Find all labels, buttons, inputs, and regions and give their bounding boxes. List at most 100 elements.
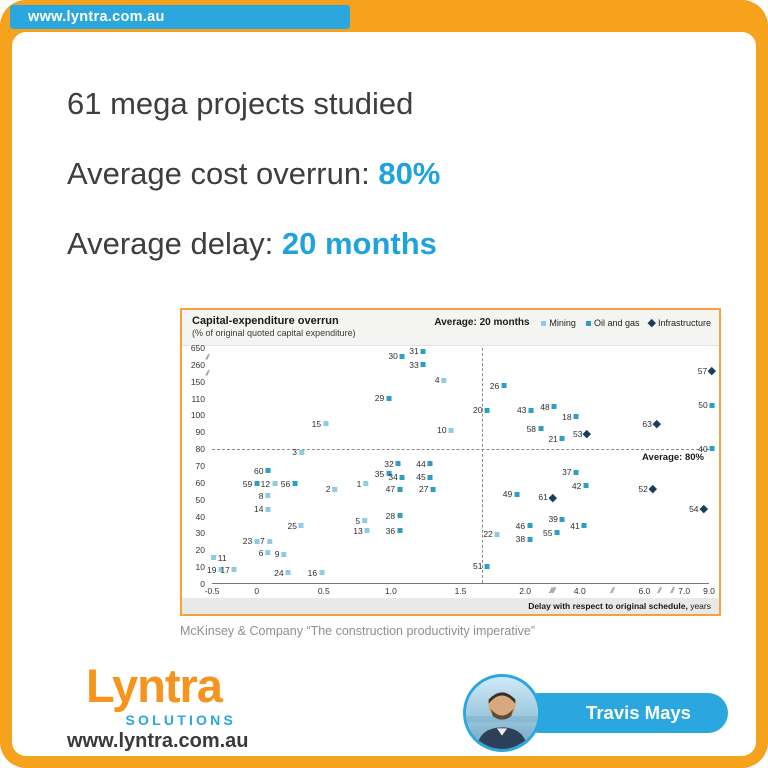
- data-point-30: 30: [388, 351, 405, 362]
- mining-marker-icon: [298, 523, 304, 529]
- y-axis-tick: 30: [195, 528, 205, 539]
- mining-marker-icon: [494, 531, 500, 537]
- oil-marker-icon: [420, 362, 426, 368]
- data-point-label: 31: [409, 346, 419, 357]
- data-point-61: 61: [538, 492, 557, 502]
- chart-header: Capital-expenditure overrun (% of origin…: [182, 310, 719, 346]
- mining-marker-icon: [231, 567, 237, 573]
- data-point-label: 43: [517, 405, 527, 416]
- data-point-label: 24: [274, 567, 284, 578]
- infra-marker-icon: [583, 429, 592, 438]
- mining-marker-icon: [332, 486, 338, 492]
- data-point-label: 23: [242, 536, 253, 547]
- mining-marker-icon: [281, 551, 287, 557]
- delay-value: 20 months: [281, 226, 437, 261]
- plot-area: Average: 80% 30 31 33 4 26 57 29 48 20 43 18 50 15 10…: [207, 346, 716, 584]
- chart-titles: Capital-expenditure overrun (% of origin…: [192, 315, 711, 338]
- oil-marker-icon: [528, 407, 534, 413]
- oil-marker-icon: [573, 469, 579, 475]
- x-axis-tick: 2.0: [519, 586, 532, 596]
- data-point-29: 29: [375, 393, 392, 403]
- data-point-44: 44: [416, 459, 433, 469]
- oil-marker-icon: [573, 414, 579, 420]
- legend-item-mining: Mining: [541, 318, 576, 328]
- data-point-43: 43: [517, 405, 534, 416]
- website-text[interactable]: www.lyntra.com.au: [67, 730, 249, 752]
- oil-marker-icon: [399, 474, 405, 480]
- data-point-49: 49: [503, 489, 520, 499]
- data-point-11: 11: [210, 552, 227, 563]
- data-point-label: 35: [374, 468, 385, 479]
- oil-marker-icon: [427, 474, 433, 480]
- data-point-2: 2: [326, 484, 338, 494]
- y-axis-break: //: [204, 352, 209, 361]
- data-point-63: 63: [642, 418, 661, 429]
- data-point-58: 58: [526, 423, 544, 434]
- oil-marker-icon: [709, 402, 715, 408]
- oil-marker-icon: [399, 353, 405, 359]
- scatter-chart: Capital-expenditure overrun (% of origin…: [180, 308, 721, 616]
- infra-marker-icon: [699, 505, 708, 514]
- data-point-label: 5: [355, 515, 361, 526]
- oil-marker-icon: [559, 436, 565, 442]
- y-axis-tick: 60: [195, 477, 205, 488]
- mining-marker-icon: [285, 570, 291, 576]
- x-axis: -0.5 0 0.5 1.0 1.5 2.0 4.0 6.0 7.0 9.0//////////: [205, 586, 715, 598]
- oil-marker-icon: [709, 446, 715, 452]
- x-axis-tick: 4.0: [573, 586, 586, 596]
- data-point-label: 47: [385, 484, 396, 494]
- data-point-label: 15: [311, 418, 322, 429]
- data-point-label: 7: [260, 536, 265, 547]
- cost-overrun-value: 80%: [378, 156, 441, 191]
- headline-line2: Average cost overrun: 80%: [67, 158, 440, 189]
- data-point-label: 37: [562, 467, 572, 478]
- data-point-label: 45: [416, 472, 426, 483]
- oil-marker-icon: [397, 513, 403, 519]
- legend-item-oil: Oil and gas: [585, 318, 639, 328]
- data-point-label: 10: [437, 425, 447, 436]
- data-point-label: 16: [307, 567, 318, 578]
- oil-marker-icon: [427, 461, 433, 467]
- average-delay-line: [482, 348, 484, 583]
- data-point-17: 17: [220, 565, 237, 575]
- avatar: [463, 674, 541, 752]
- data-point-label: 56: [280, 478, 291, 489]
- data-point-label: 33: [409, 359, 419, 370]
- data-point-label: 40: [698, 443, 708, 454]
- y-axis-tick: 80: [195, 444, 205, 455]
- data-point-47: 47: [385, 484, 403, 494]
- data-point-label: 20: [472, 405, 483, 416]
- data-point-46: 46: [516, 521, 533, 531]
- oil-marker-icon: [527, 523, 533, 529]
- data-point-label: 63: [642, 418, 652, 429]
- mining-marker-icon: [363, 481, 369, 487]
- y-axis-tick: 90: [195, 427, 205, 438]
- data-point-label: 55: [542, 527, 553, 538]
- oil-marker-icon: [397, 486, 403, 492]
- data-point-label: 30: [388, 351, 398, 362]
- data-point-label: 48: [540, 401, 550, 412]
- profile-name-button[interactable]: Travis Mays: [519, 693, 728, 733]
- oil-marker-icon: [430, 486, 436, 492]
- data-point-45: 45: [416, 472, 433, 483]
- data-point-53: 53: [573, 429, 592, 439]
- x-axis-title: Delay with respect to original schedule,…: [182, 598, 719, 614]
- data-point-8: 8: [259, 491, 271, 501]
- infra-marker-icon: [708, 366, 716, 375]
- data-point-label: 11: [217, 552, 227, 563]
- data-point-label: 6: [258, 547, 264, 558]
- data-point-label: 58: [526, 423, 537, 434]
- mining-marker-icon: [265, 506, 271, 512]
- mining-marker-icon: [448, 427, 454, 433]
- data-point-label: 50: [698, 400, 708, 411]
- oil-marker-icon: [397, 528, 403, 534]
- headline: 61 mega projects studied Average cost ov…: [67, 88, 440, 298]
- legend-label: Infrastructure: [657, 318, 711, 328]
- data-point-12: 12: [261, 479, 278, 489]
- website-banner[interactable]: www.lyntra.com.au: [10, 5, 350, 29]
- data-point-37: 37: [562, 467, 579, 478]
- x-axis-title-unit: years: [687, 601, 711, 611]
- x-axis-break: ////: [549, 586, 556, 595]
- data-point-25: 25: [288, 521, 304, 531]
